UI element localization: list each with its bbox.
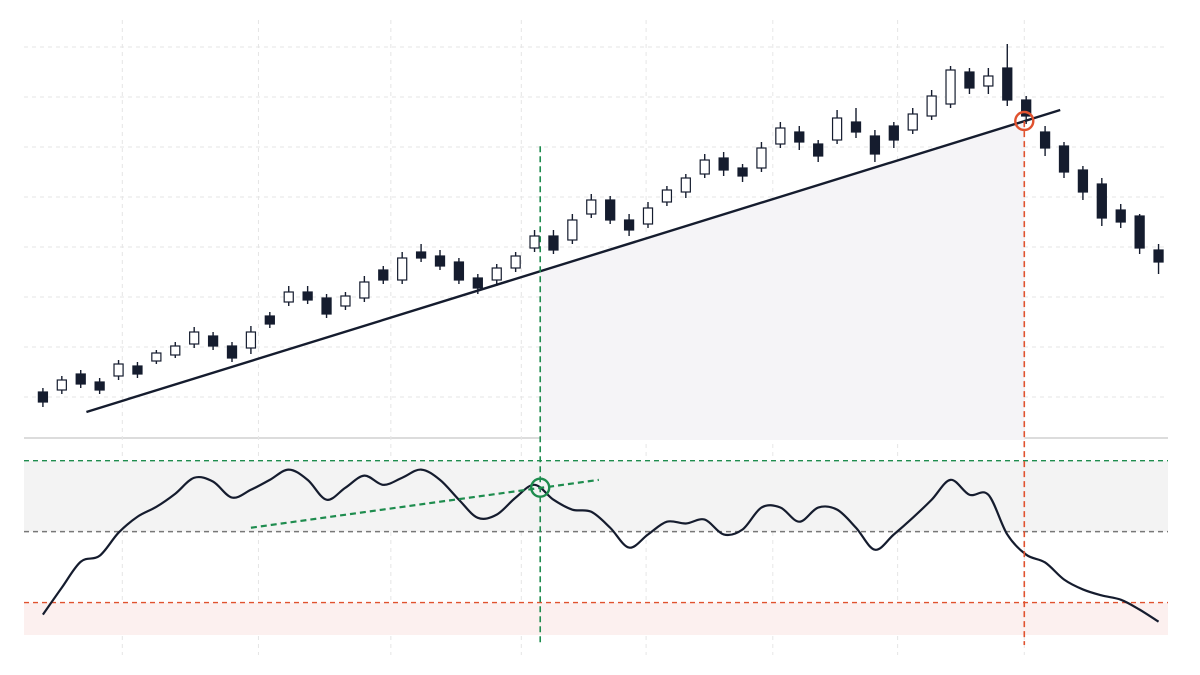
divergence-line (250, 478, 599, 529)
candle-body (1077, 169, 1089, 193)
shaded-zone (540, 121, 1025, 440)
candle-body (226, 345, 238, 359)
candle-body (510, 255, 521, 269)
candle-body (661, 189, 673, 203)
candle-body (321, 297, 332, 315)
candle-body (1096, 183, 1107, 219)
overlay-layer (250, 110, 1035, 645)
candle-body (869, 135, 881, 155)
candle-body (718, 157, 729, 171)
candle-body (1153, 249, 1164, 263)
marks-layer (37, 44, 1164, 623)
breakout-circle (1014, 110, 1035, 132)
candle-body (1021, 99, 1032, 117)
candle-body (453, 261, 465, 281)
background-layer (24, 20, 1168, 655)
upper-zone (24, 460, 1168, 532)
candle-body (737, 167, 748, 177)
candle-body (283, 291, 294, 303)
candle-body (170, 345, 181, 356)
candle-body (434, 255, 446, 267)
candle-body (945, 69, 956, 105)
divergence-circle (530, 477, 551, 498)
candle-body (56, 379, 67, 391)
trendline (86, 108, 1061, 414)
candle-body (75, 373, 86, 385)
candle-body (151, 352, 162, 362)
candle-body (680, 177, 691, 193)
candle-body (264, 315, 275, 325)
candle-body (586, 199, 597, 215)
candle-body (623, 219, 635, 231)
candle-body (415, 251, 427, 259)
candle-body (699, 159, 710, 175)
candle-body (850, 121, 862, 133)
candle-body (794, 131, 805, 143)
candle-body (926, 95, 937, 117)
candle-body (1002, 67, 1013, 101)
candle-body (756, 147, 767, 169)
oscillator-line (42, 468, 1160, 623)
candle-body (189, 331, 200, 345)
candle-body (775, 127, 786, 145)
candle-body (207, 335, 219, 347)
candle-body (94, 381, 105, 391)
candle-body (567, 219, 578, 241)
candle-body (472, 277, 483, 289)
candle-body (888, 125, 899, 141)
candle-body (340, 295, 351, 307)
candle-body (378, 269, 389, 281)
candle-body (37, 391, 49, 403)
lower-zone (24, 602, 1168, 635)
candle-body (642, 207, 654, 225)
candle-body (813, 143, 824, 157)
candle-body (1134, 215, 1145, 249)
candle-body (907, 113, 918, 131)
candle-body (1115, 209, 1126, 223)
candle-body (964, 71, 975, 89)
candle-body (359, 281, 370, 299)
candle-body (132, 365, 143, 375)
candle-body (302, 291, 313, 301)
candle-body (1058, 145, 1070, 173)
candle-body (529, 235, 540, 249)
candle-body (245, 331, 257, 349)
candle-body (1039, 131, 1051, 149)
candle-body (397, 257, 408, 281)
candle-body (548, 235, 559, 251)
candle-body (605, 199, 616, 221)
candle-body (983, 75, 994, 87)
candle-body (113, 363, 124, 377)
candle-body (831, 117, 843, 141)
candle-body (491, 267, 502, 281)
